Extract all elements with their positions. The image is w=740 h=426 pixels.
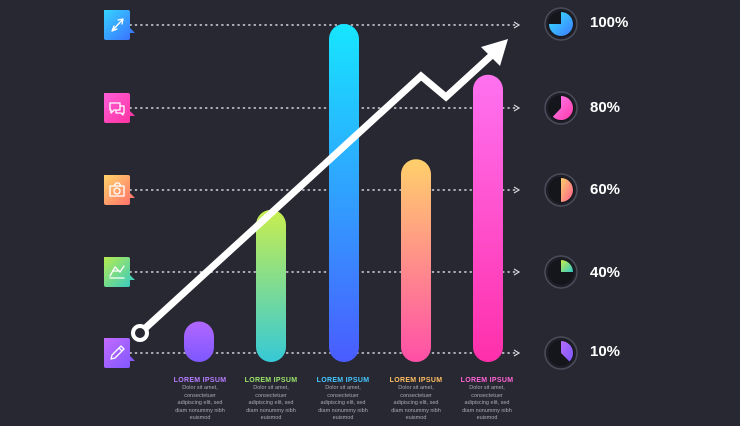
pencil-icon bbox=[104, 338, 135, 368]
bar bbox=[401, 159, 431, 362]
level-dial bbox=[544, 173, 578, 207]
caption-line: consectetuer bbox=[400, 392, 432, 399]
caption-line: adipiscing elit, sed bbox=[464, 400, 510, 406]
caption-title-5: LOREM IPSUM bbox=[460, 377, 514, 384]
caption-line: euismod bbox=[260, 415, 282, 421]
caption-text-5: Dolor sit amet, consectetuer adipiscing … bbox=[442, 385, 532, 423]
level-label-80: 80% bbox=[590, 99, 621, 116]
level-dial bbox=[544, 7, 578, 41]
grid-arrowhead bbox=[513, 21, 521, 29]
grid-arrowhead bbox=[513, 186, 521, 194]
trend-arrow-line bbox=[137, 51, 496, 336]
grid-arrowhead bbox=[513, 349, 521, 357]
map-icon bbox=[104, 257, 135, 287]
level-label-40: 40% bbox=[590, 264, 621, 281]
caption-title-4: LOREM IPSUM bbox=[389, 377, 443, 384]
caption-line: diam nonummy nibh bbox=[462, 407, 512, 414]
level-dial bbox=[544, 336, 578, 370]
caption-line: diam nonummy nibh bbox=[175, 407, 225, 414]
bar bbox=[256, 209, 286, 362]
caption-line: euismod bbox=[189, 415, 211, 421]
bar bbox=[184, 321, 214, 362]
caption-line: adipiscing elit, sed bbox=[393, 400, 439, 406]
caption-line: consectetuer bbox=[471, 392, 503, 399]
level-label-10: 10% bbox=[590, 343, 621, 360]
caption-line: consectetuer bbox=[184, 392, 216, 399]
caption-line: euismod bbox=[405, 415, 427, 421]
caption-line: adipiscing elit, sed bbox=[177, 400, 223, 406]
level-dial bbox=[544, 91, 578, 125]
caption-line: euismod bbox=[476, 415, 498, 421]
trend-arrow-head bbox=[481, 39, 508, 66]
grid-arrowhead bbox=[513, 104, 521, 112]
caption-text-4: Dolor sit amet, consectetuer adipiscing … bbox=[371, 385, 461, 423]
caption-line: Dolor sit amet, bbox=[253, 385, 289, 391]
caption-title-2: LOREM IPSUM bbox=[244, 377, 298, 384]
level-label-100: 100% bbox=[590, 14, 629, 31]
trend-start-dot bbox=[131, 324, 149, 342]
caption-line: Dolor sit amet, bbox=[325, 385, 361, 391]
caption-line: Dolor sit amet, bbox=[469, 385, 505, 391]
caption-title-3: LOREM IPSUM bbox=[316, 377, 370, 384]
level-dial bbox=[544, 255, 578, 289]
caption-line: consectetuer bbox=[255, 392, 287, 399]
caption-text-1: Dolor sit amet, consectetuer adipiscing … bbox=[155, 385, 245, 423]
bar bbox=[473, 74, 503, 362]
caption-line: diam nonummy nibh bbox=[246, 407, 296, 414]
caption-line: diam nonummy nibh bbox=[391, 407, 441, 414]
caption-line: adipiscing elit, sed bbox=[248, 400, 294, 406]
caption-line: Dolor sit amet, bbox=[182, 385, 218, 391]
caption-line: Dolor sit amet, bbox=[398, 385, 434, 391]
rocket-icon bbox=[104, 10, 135, 40]
caption-line: diam nonummy nibh bbox=[318, 407, 368, 414]
caption-line: consectetuer bbox=[327, 392, 359, 399]
caption-line: euismod bbox=[332, 415, 354, 421]
camera-icon bbox=[104, 175, 135, 205]
level-label-60: 60% bbox=[590, 181, 621, 198]
caption-line: adipiscing elit, sed bbox=[320, 400, 366, 406]
caption-text-3: Dolor sit amet, consectetuer adipiscing … bbox=[298, 385, 388, 423]
chat-bubbles-icon bbox=[104, 93, 135, 123]
caption-text-2: Dolor sit amet, consectetuer adipiscing … bbox=[226, 385, 316, 423]
bar bbox=[329, 24, 359, 362]
caption-title-1: LOREM IPSUM bbox=[173, 377, 227, 384]
grid-arrowhead bbox=[513, 268, 521, 276]
